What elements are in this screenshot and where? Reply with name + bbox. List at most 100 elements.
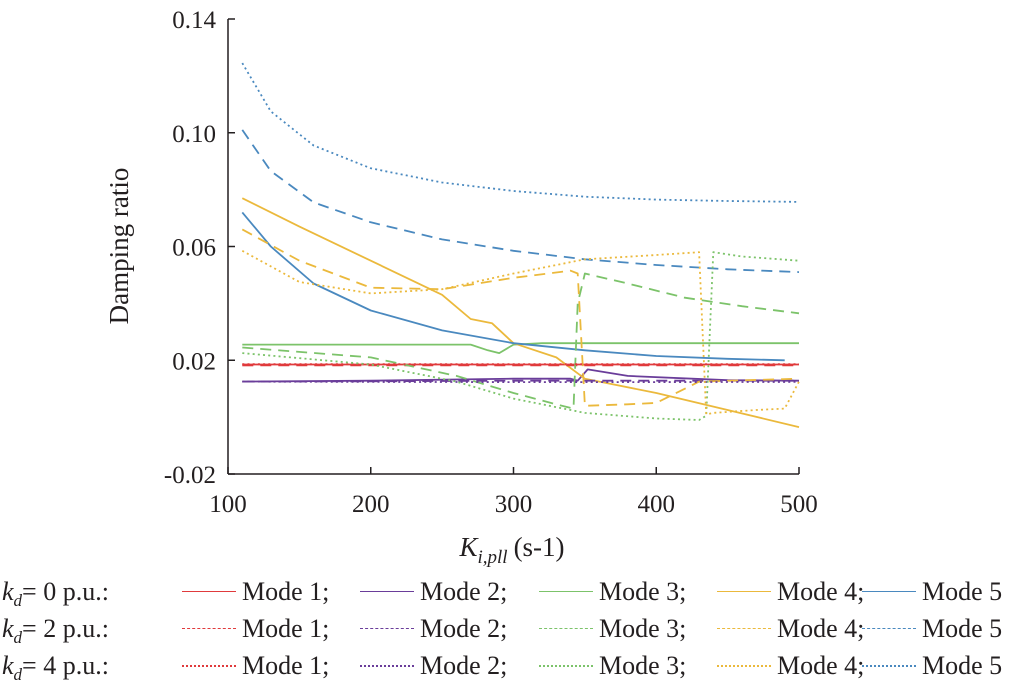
legend-swatch xyxy=(360,591,414,592)
series-line-kd0-mode-2 xyxy=(242,368,800,383)
legend-entry-label: Mode 3; xyxy=(599,611,686,647)
series-line-kd1-mode-4 xyxy=(241,228,800,407)
legend-entry-label: Mode 1; xyxy=(242,648,329,684)
series-layer xyxy=(241,62,800,428)
legend-group-subscript: d xyxy=(13,665,23,684)
legend-entry-label: Mode 5 xyxy=(922,648,1002,684)
legend-swatch xyxy=(182,628,236,629)
legend-separator: ; xyxy=(679,614,687,643)
legend-series-name: Mode 3 xyxy=(599,651,680,680)
legend-series-name: Mode 5 xyxy=(922,651,1003,680)
legend-entry-label: Mode 4; xyxy=(777,648,864,684)
legend-entry-label: Mode 2; xyxy=(420,611,507,647)
y-tick-label: 0.14 xyxy=(172,7,216,34)
x-axis-title: Ki,pll (s-1) xyxy=(458,532,564,568)
legend-swatch xyxy=(862,591,916,592)
legend-series-name: Mode 5 xyxy=(922,614,1003,643)
legend-swatch xyxy=(539,665,593,667)
legend-separator: ; xyxy=(500,577,508,606)
legend-group-subscript: d xyxy=(13,628,23,647)
chart-canvas: -0.02 0.02 0.06 0.10 0.14 100 200 300 400 500 Dam… xyxy=(104,7,818,568)
legend-entry-label: Mode 5 xyxy=(922,611,1002,647)
x-axis-title-unit: (s-1) xyxy=(514,532,565,562)
legend-entry-label: Mode 1; xyxy=(242,574,329,610)
legend-series-name: Mode 3 xyxy=(599,614,680,643)
legend-group-value: = 2 p.u.: xyxy=(22,614,109,643)
legend-entry-label: Mode 3; xyxy=(599,574,686,610)
legend-swatch xyxy=(360,665,414,667)
series-line-kd1-mode-5 xyxy=(241,129,800,273)
legend-separator: ; xyxy=(679,577,687,606)
y-tick-label: 0.10 xyxy=(172,121,216,148)
legend-series-name: Mode 3 xyxy=(599,577,680,606)
x-tick-label: 400 xyxy=(638,491,676,518)
legend-row: kd= 0 p.u.: Mode 1; Mode 2; Mode 3; Mode 4; M… xyxy=(2,574,1023,610)
x-axis-title-subscript: i,pll xyxy=(477,547,507,568)
legend-swatch xyxy=(182,591,236,592)
legend-entry-label: Mode 4; xyxy=(777,611,864,647)
x-axis-title-main: K xyxy=(458,532,479,562)
x-tick-label: 200 xyxy=(352,491,390,518)
legend-group-label: kd= 4 p.u.: xyxy=(2,648,109,693)
legend-group-label: kd= 0 p.u.: xyxy=(2,574,109,619)
legend-separator: ; xyxy=(322,614,330,643)
series-line-kd0-mode-4 xyxy=(241,197,800,428)
x-tick-label: 100 xyxy=(209,491,247,518)
legend-series-name: Mode 4 xyxy=(777,577,858,606)
y-axis-title: Damping ratio xyxy=(104,168,134,325)
x-tick-label: 300 xyxy=(495,491,533,518)
legend-swatch xyxy=(539,628,593,629)
legend-group-var: k xyxy=(2,577,14,606)
legend-group-label: kd= 2 p.u.: xyxy=(2,611,109,656)
legend-separator: ; xyxy=(322,651,330,680)
legend-separator: ; xyxy=(500,614,508,643)
legend-separator: ; xyxy=(857,651,865,680)
y-tick-label: 0.02 xyxy=(172,348,216,375)
legend-swatch xyxy=(717,665,771,667)
legend-group-var: k xyxy=(2,614,14,643)
legend-entry-label: Mode 2; xyxy=(420,574,507,610)
legend-entry-label: Mode 2; xyxy=(420,648,507,684)
legend-series-name: Mode 2 xyxy=(420,614,501,643)
legend-swatch xyxy=(717,591,771,592)
legend-separator: ; xyxy=(857,614,865,643)
legend-group-var: k xyxy=(2,651,14,680)
legend-swatch xyxy=(360,628,414,629)
legend-swatch xyxy=(717,628,771,629)
x-tick-label: 500 xyxy=(780,491,818,518)
legend-series-name: Mode 4 xyxy=(777,614,858,643)
ticks: -0.02 0.02 0.06 0.10 0.14 100 200 300 400 500 xyxy=(164,7,818,518)
legend-separator: ; xyxy=(500,651,508,680)
legend-row: kd= 4 p.u.: Mode 1; Mode 2; Mode 3; Mode 4; M… xyxy=(2,648,1023,684)
legend-entry-label: Mode 1; xyxy=(242,611,329,647)
legend-swatch xyxy=(539,591,593,592)
y-tick-label: 0.06 xyxy=(172,235,216,262)
legend-series-name: Mode 1 xyxy=(242,577,323,606)
legend-group-value: = 4 p.u.: xyxy=(22,651,109,680)
legend-group-value: = 0 p.u.: xyxy=(22,577,109,606)
legend-separator: ; xyxy=(857,577,865,606)
series-line-kd1-mode-3 xyxy=(242,272,800,410)
series-line-kd1-mode-2 xyxy=(242,379,799,383)
series-line-kd0-mode-3 xyxy=(242,342,799,355)
series-line-kd2-mode-4 xyxy=(241,250,800,416)
legend-swatch xyxy=(182,665,236,667)
legend-entry-label: Mode 3; xyxy=(599,648,686,684)
legend-series-name: Mode 2 xyxy=(420,577,501,606)
legend-separator: ; xyxy=(322,577,330,606)
legend-swatch xyxy=(862,628,916,629)
y-tick-label: -0.02 xyxy=(164,462,216,489)
legend-swatch xyxy=(862,665,916,667)
legend-series-name: Mode 1 xyxy=(242,651,323,680)
legend-series-name: Mode 4 xyxy=(777,651,858,680)
series-line-kd0-mode-5 xyxy=(241,211,785,362)
legend-separator: ; xyxy=(679,651,687,680)
legend-entry-label: Mode 4; xyxy=(777,574,864,610)
legend-entry-label: Mode 5 xyxy=(922,574,1002,610)
series-line-kd2-mode-5 xyxy=(241,62,800,203)
legend-group-subscript: d xyxy=(13,591,23,610)
legend-series-name: Mode 5 xyxy=(922,577,1003,606)
legend-row: kd= 2 p.u.: Mode 1; Mode 2; Mode 3; Mode 4; M… xyxy=(2,611,1023,647)
legend-series-name: Mode 1 xyxy=(242,614,323,643)
series-line-kd2-mode-2 xyxy=(242,380,800,384)
